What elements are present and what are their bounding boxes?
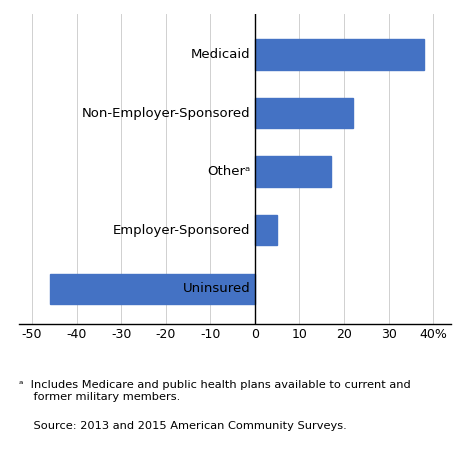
Bar xyxy=(255,215,277,246)
Text: Medicaid: Medicaid xyxy=(191,48,251,61)
Text: Otherᵃ: Otherᵃ xyxy=(207,165,251,178)
Text: ᵃ  Includes Medicare and public health plans available to current and
    former: ᵃ Includes Medicare and public health pl… xyxy=(19,380,410,402)
Text: Non-Employer-Sponsored: Non-Employer-Sponsored xyxy=(82,107,251,120)
Bar xyxy=(255,39,424,70)
Bar xyxy=(255,157,331,187)
Text: Uninsured: Uninsured xyxy=(183,282,251,295)
Bar xyxy=(50,274,255,304)
Text: Source: 2013 and 2015 American Community Surveys.: Source: 2013 and 2015 American Community… xyxy=(19,421,346,431)
Text: Employer-Sponsored: Employer-Sponsored xyxy=(113,224,251,237)
Bar xyxy=(255,98,353,128)
